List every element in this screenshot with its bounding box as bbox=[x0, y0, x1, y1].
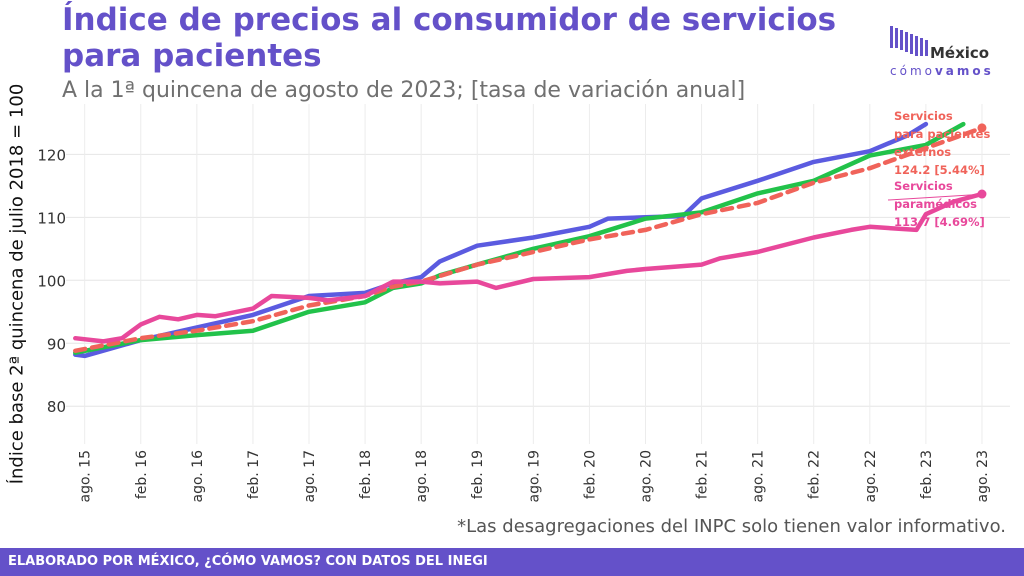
chart-subtitle: A la 1ª quincena de agosto de 2023; [tas… bbox=[62, 78, 746, 103]
series-labels: Servicios para pacientes externos 124.2 [5.… bbox=[887, 109, 990, 229]
series-label-pink: Servicios paramédicos 113.7 [4.69%] bbox=[894, 179, 985, 229]
y-axis-label: Índice base 2ª quincena de julio 2018 = … bbox=[6, 83, 28, 485]
y-tick-label: 90 bbox=[47, 335, 66, 353]
y-tick-label: 120 bbox=[37, 146, 66, 164]
series-label-value: 113.7 [4.69%] bbox=[894, 215, 985, 229]
series-label-line: Servicios bbox=[894, 109, 953, 123]
series-label-connector bbox=[887, 193, 986, 201]
series-label-line: Servicios bbox=[894, 179, 953, 193]
x-tick-label: feb. 16 bbox=[134, 450, 150, 499]
x-tick-label: feb. 17 bbox=[246, 450, 262, 499]
y-tick-label: 110 bbox=[37, 209, 66, 227]
series-label-red: Servicios para pacientes externos 124.2 [5.… bbox=[894, 109, 990, 177]
x-tick-label: ago. 21 bbox=[751, 450, 767, 503]
x-tick-label: ago. 17 bbox=[302, 450, 318, 503]
x-tick-label: feb. 20 bbox=[582, 450, 598, 499]
chart-series bbox=[73, 121, 987, 359]
x-tick-label: ago. 15 bbox=[78, 450, 94, 503]
series-label-line: para pacientes bbox=[894, 127, 990, 141]
y-tick-label: 100 bbox=[37, 272, 66, 290]
series-line-pink bbox=[73, 191, 985, 344]
series-line-blue bbox=[73, 121, 929, 359]
footer-credit: ELABORADO POR MÉXICO, ¿CÓMO VAMOS? CON D… bbox=[8, 554, 488, 569]
series-endpoint-red bbox=[977, 123, 987, 133]
x-axis-ticks: ago. 15 feb. 16 ago. 16 feb. 17 ago. 17 feb. … bbox=[78, 450, 991, 503]
x-tick-label: ago. 23 bbox=[975, 450, 991, 503]
x-tick-label: feb. 22 bbox=[807, 450, 823, 499]
series-line-red bbox=[73, 125, 985, 354]
y-tick-label: 80 bbox=[47, 398, 66, 416]
series-label-value: 124.2 [5.44%] bbox=[894, 163, 985, 177]
x-tick-label: feb. 23 bbox=[919, 450, 935, 499]
series-label-line: paramédicos bbox=[894, 197, 977, 211]
logo-text-como-vamos: cómovamos bbox=[890, 64, 994, 78]
x-tick-label: feb. 19 bbox=[470, 450, 486, 499]
line-chart: 80 90 100 110 120 ago. 15 feb. 16 ago. 16 feb. … bbox=[37, 104, 1010, 503]
logo-bars-icon bbox=[890, 26, 928, 56]
logo-text-mexico: México bbox=[930, 44, 990, 62]
chart-grid bbox=[66, 104, 1010, 444]
y-axis-ticks: 80 90 100 110 120 bbox=[37, 146, 66, 416]
x-tick-label: feb. 21 bbox=[695, 450, 711, 499]
series-label-line: externos bbox=[894, 145, 951, 159]
x-tick-label: ago. 18 bbox=[414, 450, 430, 503]
x-tick-label: ago. 16 bbox=[190, 450, 206, 503]
x-tick-label: feb. 18 bbox=[358, 450, 374, 499]
footnote: *Las desagregaciones del INPC solo tiene… bbox=[457, 516, 1006, 537]
footer-bar: ELABORADO POR MÉXICO, ¿CÓMO VAMOS? CON D… bbox=[0, 548, 1024, 576]
chart-title: Índice de precios al consumidor de servi… bbox=[62, 2, 837, 74]
x-tick-label: ago. 19 bbox=[526, 450, 542, 503]
x-tick-label: ago. 22 bbox=[863, 450, 879, 503]
x-tick-label: ago. 20 bbox=[638, 450, 654, 503]
